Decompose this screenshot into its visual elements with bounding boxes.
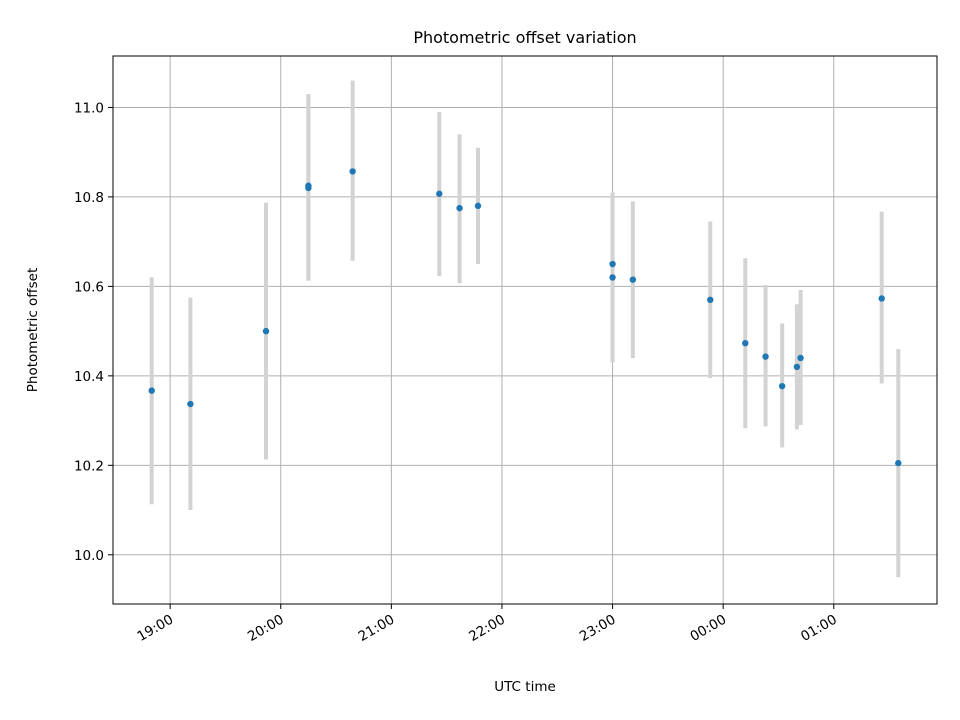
data-point (895, 459, 902, 467)
data-point (456, 204, 463, 212)
data-point (609, 260, 616, 268)
data-point (436, 190, 443, 197)
data-point (878, 295, 885, 302)
y-tick-label: 10.4 (74, 369, 104, 385)
data-point (762, 353, 769, 360)
y-axis-ticks: 10.0 10.2 10.4 10.6 10.8 11.0 (74, 100, 113, 564)
data-point (797, 354, 804, 362)
plot-frame (112, 55, 938, 605)
y-tick-label: 10.6 (74, 279, 104, 295)
data-point (148, 387, 155, 394)
data-point (349, 168, 356, 175)
y-tick-label: 11.0 (74, 100, 104, 116)
data-point (187, 400, 194, 408)
y-tick-label: 10.2 (74, 458, 104, 474)
data-point (793, 363, 801, 371)
data-point (609, 274, 616, 281)
data-point (262, 327, 270, 335)
y-tick-label: 10.8 (74, 190, 104, 206)
data-point (707, 296, 714, 304)
chart-title: Photometric offset variation (413, 28, 636, 47)
y-axis-label: Photometric offset (25, 268, 41, 392)
data-point (742, 339, 749, 347)
data-point (778, 382, 786, 390)
data-point (474, 202, 482, 210)
y-tick-label: 10.0 (74, 548, 104, 564)
point-layer (148, 168, 902, 467)
data-point (629, 276, 637, 283)
data-point (305, 184, 312, 192)
x-axis-label: UTC time (494, 679, 556, 695)
